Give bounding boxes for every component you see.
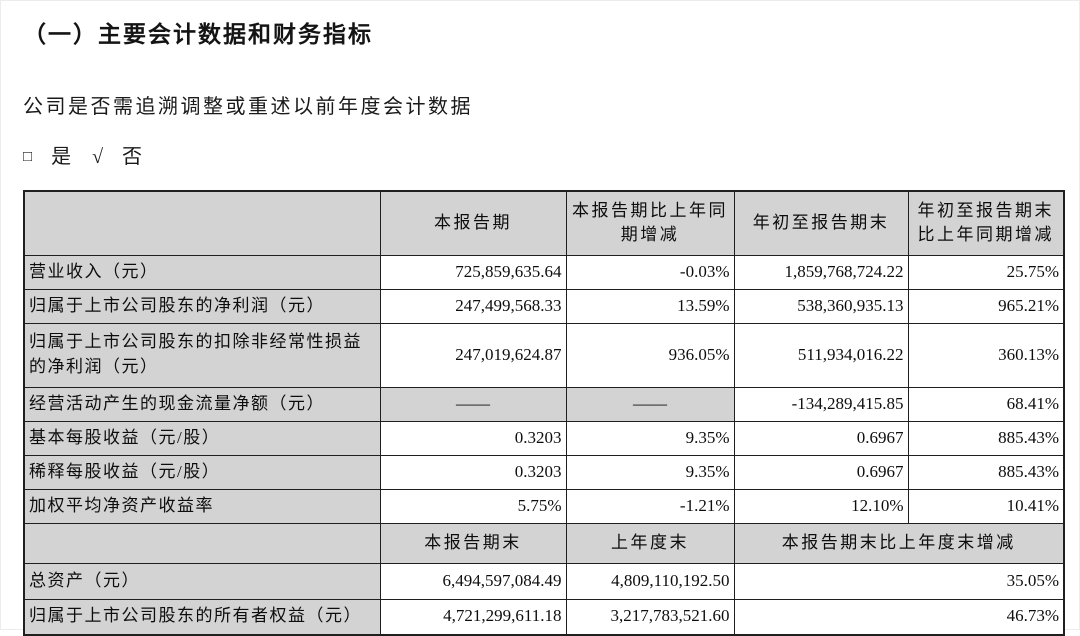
table-row-total-assets: 总资产（元） 6,494,597,084.49 4,809,110,192.50… <box>23 562 1065 600</box>
col-header-yoy-change: 本报告期比上年同期增减 <box>565 190 735 256</box>
no-label: 否 <box>122 146 143 168</box>
check-mark-icon: √ <box>92 146 104 168</box>
cell-ytd: 12.10% <box>733 488 909 524</box>
col-header-ytd-yoy-change: 年初至报告期末比上年同期增减 <box>907 190 1065 256</box>
cell-yoy-change-na: —— <box>565 386 735 422</box>
row-label: 归属于上市公司股东的所有者权益（元） <box>23 598 381 636</box>
cell-ytd: 0.6967 <box>733 454 909 490</box>
col-header-prior-yearend: 上年度末 <box>565 522 735 564</box>
cell-current-period: 725,859,635.64 <box>379 254 567 290</box>
table-header-row-yearend: 本报告期末 上年度末 本报告期末比上年度末增减 <box>23 522 1065 564</box>
cell-yoy-change: 13.59% <box>565 288 735 324</box>
cell-period-end: 6,494,597,084.49 <box>379 562 567 600</box>
row-label: 归属于上市公司股东的净利润（元） <box>23 288 381 324</box>
row-label: 经营活动产生的现金流量净额（元） <box>23 386 381 422</box>
table-row-basic-eps: 基本每股收益（元/股） 0.3203 9.35% 0.6967 885.43% <box>23 420 1065 456</box>
cell-ytd-yoy-change: 68.41% <box>907 386 1065 422</box>
cell-current-period-na: —— <box>379 386 567 422</box>
table-row-weighted-avg-roe: 加权平均净资产收益率 5.75% -1.21% 12.10% 10.41% <box>23 488 1065 524</box>
col-header-current-period: 本报告期 <box>379 190 567 256</box>
row-label: 稀释每股收益（元/股） <box>23 454 381 490</box>
table-row-net-profit: 归属于上市公司股东的净利润（元） 247,499,568.33 13.59% 5… <box>23 288 1065 324</box>
row-label: 总资产（元） <box>23 562 381 600</box>
col-header-period-end: 本报告期末 <box>379 522 567 564</box>
table-row-shareholders-equity: 归属于上市公司股东的所有者权益（元） 4,721,299,611.18 3,21… <box>23 598 1065 636</box>
cell-ytd-yoy-change: 10.41% <box>907 488 1065 524</box>
blank-corner-cell <box>23 522 381 564</box>
cell-ytd: 538,360,935.13 <box>733 288 909 324</box>
table-row-revenue: 营业收入（元） 725,859,635.64 -0.03% 1,859,768,… <box>23 254 1065 290</box>
cell-ytd: 511,934,016.22 <box>733 322 909 388</box>
cell-ytd: 0.6967 <box>733 420 909 456</box>
cell-change-vs-prior-yearend: 46.73% <box>733 598 1065 636</box>
yes-label: 是 <box>51 146 72 168</box>
cell-change-vs-prior-yearend: 35.05% <box>733 562 1065 600</box>
cell-ytd-yoy-change: 360.13% <box>907 322 1065 388</box>
cell-current-period: 5.75% <box>379 488 567 524</box>
cell-ytd: -134,289,415.85 <box>733 386 909 422</box>
row-label: 营业收入（元） <box>23 254 381 290</box>
cell-ytd-yoy-change: 25.75% <box>907 254 1065 290</box>
table-row-diluted-eps: 稀释每股收益（元/股） 0.3203 9.35% 0.6967 885.43% <box>23 454 1065 490</box>
row-label: 基本每股收益（元/股） <box>23 420 381 456</box>
cell-current-period: 0.3203 <box>379 454 567 490</box>
section-title: （一）主要会计数据和财务指标 <box>23 22 373 47</box>
cell-yoy-change: 936.05% <box>565 322 735 388</box>
cell-yoy-change: -0.03% <box>565 254 735 290</box>
table-row-deducted-net-profit: 归属于上市公司股东的扣除非经常性损益的净利润（元） 247,019,624.87… <box>23 322 1065 388</box>
cell-yoy-change: -1.21% <box>565 488 735 524</box>
cell-ytd-yoy-change: 965.21% <box>907 288 1065 324</box>
cell-ytd: 1,859,768,724.22 <box>733 254 909 290</box>
cell-current-period: 247,019,624.87 <box>379 322 567 388</box>
cell-ytd-yoy-change: 885.43% <box>907 454 1065 490</box>
col-header-ytd: 年初至报告期末 <box>733 190 909 256</box>
cell-prior-yearend: 4,809,110,192.50 <box>565 562 735 600</box>
cell-yoy-change: 9.35% <box>565 454 735 490</box>
cell-current-period: 0.3203 <box>379 420 567 456</box>
financial-indicators-table: 本报告期 本报告期比上年同期增减 年初至报告期末 年初至报告期末比上年同期增减 … <box>23 190 1065 636</box>
table-header-row-period: 本报告期 本报告期比上年同期增减 年初至报告期末 年初至报告期末比上年同期增减 <box>23 190 1065 256</box>
restatement-answer-line: □ 是 √ 否 <box>23 140 1061 169</box>
cell-current-period: 247,499,568.33 <box>379 288 567 324</box>
table-row-operating-cash-flow: 经营活动产生的现金流量净额（元） —— —— -134,289,415.85 6… <box>23 386 1065 422</box>
row-label: 加权平均净资产收益率 <box>23 488 381 524</box>
cell-ytd-yoy-change: 885.43% <box>907 420 1065 456</box>
checkbox-unchecked-icon: □ <box>23 149 33 165</box>
blank-corner-cell <box>23 190 381 256</box>
cell-yoy-change: 9.35% <box>565 420 735 456</box>
col-header-change-vs-prior-yearend: 本报告期末比上年度末增减 <box>733 522 1065 564</box>
row-label: 归属于上市公司股东的扣除非经常性损益的净利润（元） <box>23 322 381 388</box>
restatement-question: 公司是否需追溯调整或重述以前年度会计数据 <box>23 96 473 118</box>
